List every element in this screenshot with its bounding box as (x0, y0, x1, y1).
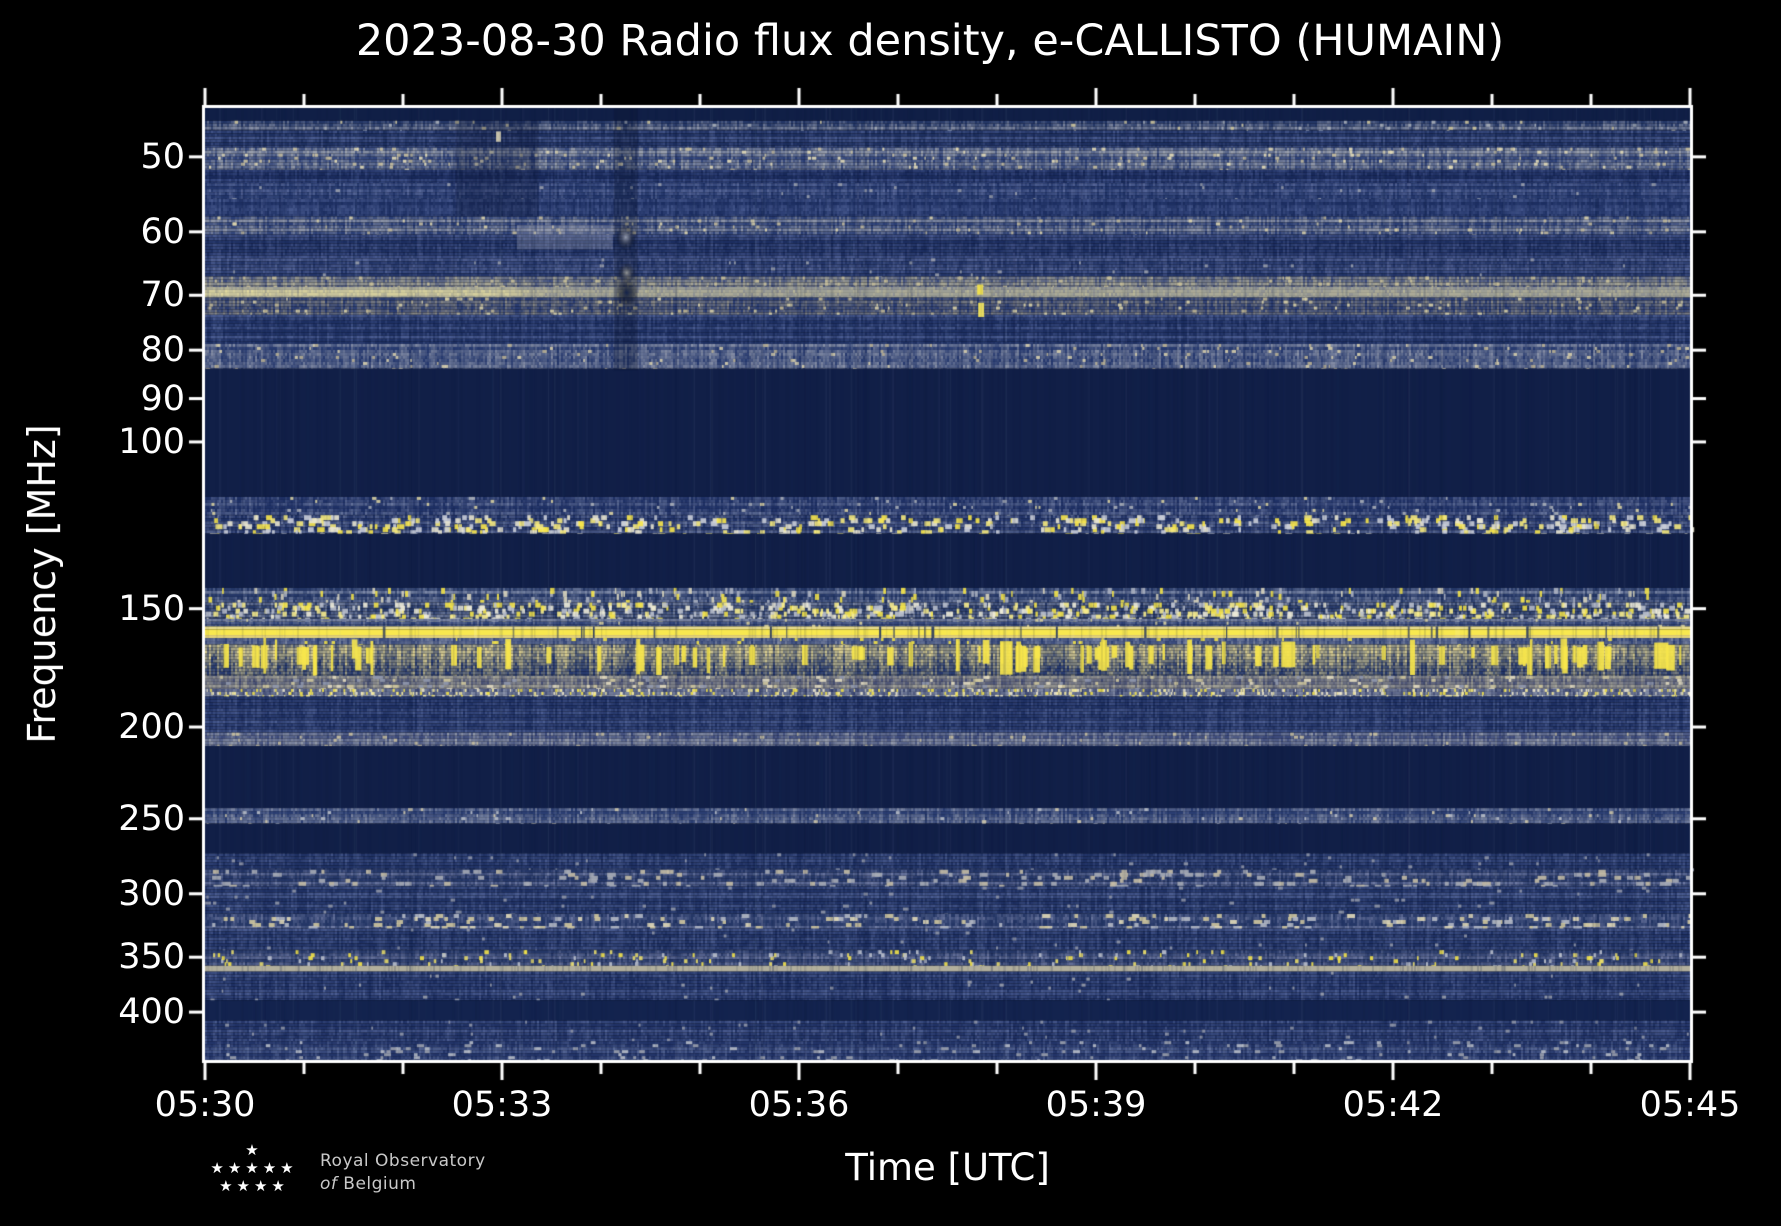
y-tick-label: 60 (140, 211, 185, 252)
x-tick-label: 05:39 (1045, 1085, 1147, 1125)
y-tick-label: 150 (118, 588, 185, 629)
x-tick-label: 05:42 (1342, 1085, 1444, 1125)
rob-logo-stars-icon: ★ ★★★★★ ★★★★ (208, 1141, 300, 1195)
y-tick-label: 80 (140, 330, 185, 371)
y-tick-label: 350 (118, 937, 185, 978)
x-tick-label: 05:45 (1639, 1085, 1741, 1125)
star-row: ★★★★★ (210, 1159, 298, 1177)
y-tick-label: 100 (118, 421, 185, 462)
star-row: ★ (245, 1141, 263, 1159)
x-axis-label: Time [UTC] (845, 1146, 1050, 1189)
y-tick-label: 200 (118, 707, 185, 748)
x-tick-label: 05:30 (154, 1085, 256, 1125)
star-row: ★★★★ (219, 1177, 289, 1195)
y-tick-label: 300 (118, 873, 185, 914)
y-tick-label: 90 (140, 378, 185, 419)
rob-logo: ★ ★★★★★ ★★★★ Royal Observatory of Belgiu… (208, 1141, 486, 1195)
rob-logo-text: Royal Observatory of Belgium (320, 1151, 486, 1195)
y-tick-label: 250 (118, 798, 185, 839)
y-tick-label: 400 (118, 992, 185, 1033)
y-tick-label: 70 (140, 275, 185, 316)
y-tick-label: 50 (140, 136, 185, 177)
x-tick-label: 05:33 (451, 1085, 553, 1125)
chart-title: 2023-08-30 Radio flux density, e-CALLIST… (355, 16, 1505, 66)
rob-logo-line1: Royal Observatory (320, 1151, 486, 1171)
rob-logo-line2: of Belgium (320, 1174, 417, 1194)
x-tick-label: 05:36 (748, 1085, 850, 1125)
